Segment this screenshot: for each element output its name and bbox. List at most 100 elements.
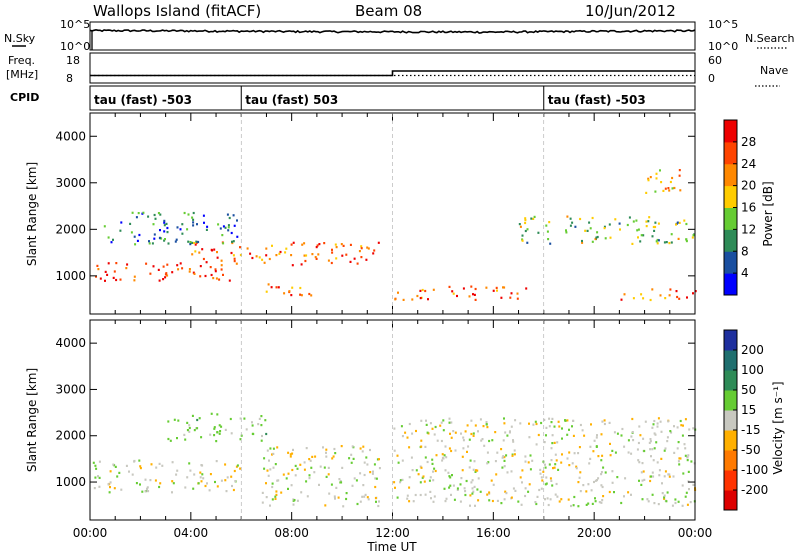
range-cell: [419, 481, 422, 484]
range-cell: [214, 268, 217, 271]
range-cell: [199, 471, 202, 474]
range-cell: [325, 455, 328, 458]
nsky-label: N.Sky: [4, 32, 36, 45]
range-cell: [510, 470, 513, 473]
range-cell: [269, 468, 272, 471]
range-cell: [551, 484, 554, 487]
range-cell: [561, 427, 563, 430]
range-cell: [601, 499, 604, 502]
range-cell: [315, 257, 318, 260]
range-cell: [554, 493, 557, 496]
range-cell: [345, 492, 348, 495]
range-cell: [159, 482, 162, 485]
range-cell: [318, 483, 320, 486]
range-cell: [98, 485, 101, 488]
range-cell: [408, 486, 411, 489]
range-cell: [374, 485, 377, 489]
range-cell: [291, 264, 294, 267]
range-cell: [360, 247, 363, 250]
range-cell: [215, 460, 218, 463]
range-cell: [422, 475, 425, 478]
range-cell: [528, 483, 531, 486]
range-cell: [167, 242, 170, 245]
range-cell: [217, 223, 220, 226]
range-cell: [260, 439, 263, 442]
range-cell: [528, 436, 531, 439]
range-cell: [291, 452, 294, 455]
range-cell: [604, 237, 607, 240]
nave-label: Nave: [760, 64, 788, 77]
range-cell: [174, 240, 177, 243]
range-cell: [684, 495, 687, 498]
range-cell: [488, 491, 491, 494]
range-cell: [444, 469, 447, 472]
range-cell: [469, 459, 472, 462]
range-cell: [198, 251, 201, 254]
range-cell: [421, 288, 424, 292]
range-cell: [459, 483, 462, 486]
range-cell: [265, 247, 268, 250]
range-cell: [567, 498, 570, 501]
range-cell: [536, 495, 539, 498]
range-cell: [519, 422, 522, 425]
range-cell: [224, 226, 227, 229]
range-cell: [668, 189, 671, 192]
range-cell: [208, 489, 211, 492]
range-cell: [303, 461, 306, 464]
range-cell: [627, 491, 630, 494]
colorbar-tick-label: 20: [741, 179, 756, 193]
range-cell: [452, 430, 455, 433]
range-cell: [448, 447, 451, 450]
range-cell: [412, 500, 415, 503]
range-cell: [500, 296, 503, 299]
range-cell: [232, 240, 235, 243]
range-cell: [404, 431, 407, 434]
range-cell: [163, 230, 166, 233]
range-cell: [371, 472, 374, 475]
range-cell: [230, 432, 233, 435]
range-cell: [462, 287, 465, 290]
range-cell: [436, 439, 439, 442]
range-cell: [572, 419, 575, 422]
x-tick-label: 16:00: [476, 526, 511, 540]
range-cell: [454, 431, 457, 434]
range-cell: [373, 249, 376, 252]
range-cell: [470, 285, 473, 288]
range-cell: [377, 504, 380, 508]
range-cell: [334, 243, 337, 246]
range-cell: [411, 469, 414, 472]
range-cell: [664, 470, 667, 473]
range-cell: [684, 418, 687, 421]
range-cell: [668, 242, 671, 245]
range-cell: [677, 500, 680, 503]
range-cell: [500, 448, 503, 451]
range-cell: [588, 462, 591, 465]
range-cell: [397, 461, 400, 464]
range-cell: [441, 459, 444, 462]
range-cell: [164, 276, 167, 279]
range-cell: [300, 491, 303, 494]
range-cell: [671, 176, 674, 180]
range-cell: [235, 465, 238, 468]
range-cell: [473, 460, 476, 463]
range-cell: [462, 436, 465, 439]
range-cell: [655, 240, 658, 243]
range-cell: [316, 244, 319, 247]
range-cell: [677, 441, 680, 444]
range-cell: [588, 221, 591, 224]
range-cell: [503, 456, 506, 459]
range-cell: [450, 449, 453, 453]
range-cell: [490, 479, 493, 482]
range-cell: [213, 248, 216, 251]
range-cell: [188, 426, 191, 430]
range-cell: [108, 491, 111, 494]
range-cell: [524, 487, 527, 490]
range-cell: [623, 445, 626, 448]
range-cell: [509, 296, 512, 299]
range-cell: [303, 254, 306, 257]
range-cell: [503, 417, 505, 420]
range-cell: [513, 449, 516, 452]
range-cell: [221, 234, 224, 237]
colorbar-tick-label: 50: [741, 383, 756, 397]
range-cell: [456, 487, 459, 490]
